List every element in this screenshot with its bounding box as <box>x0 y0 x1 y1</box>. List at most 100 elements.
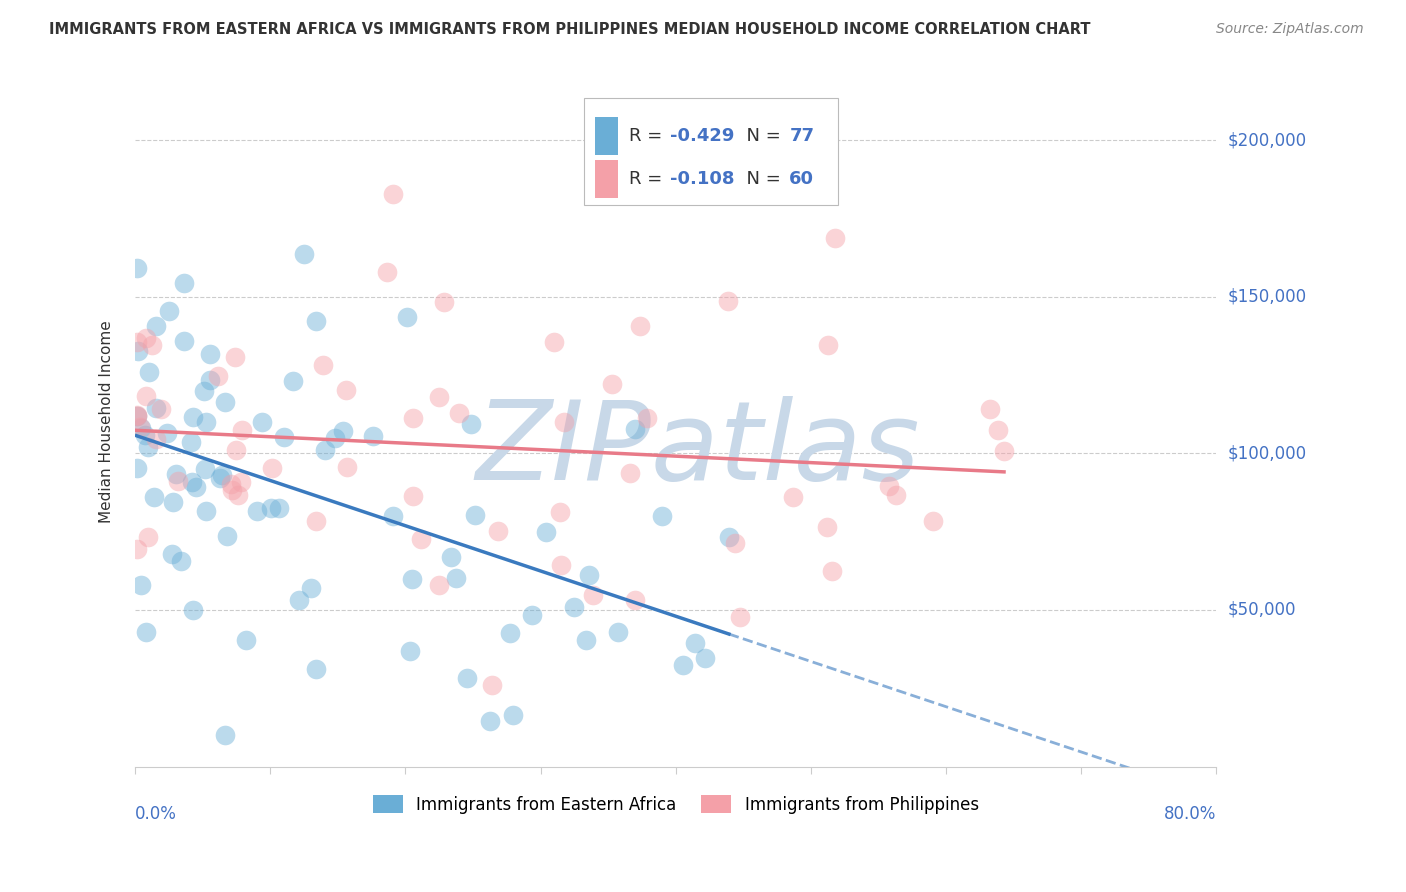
Point <box>129 419 152 434</box>
Point <box>173 276 195 290</box>
Point <box>578 568 600 582</box>
Point <box>181 603 204 617</box>
Text: 80.0%: 80.0% <box>1164 805 1216 823</box>
Point <box>821 564 844 578</box>
Point <box>165 467 187 481</box>
Point <box>730 609 752 624</box>
Point <box>145 432 167 446</box>
Point <box>323 431 346 445</box>
Point <box>402 411 425 425</box>
Point <box>143 490 166 504</box>
Point <box>194 415 217 429</box>
Y-axis label: Median Household Income: Median Household Income <box>100 320 114 524</box>
Point <box>169 554 191 568</box>
Point <box>543 334 565 349</box>
Point <box>479 714 502 728</box>
Point <box>186 480 208 494</box>
Text: $100,000: $100,000 <box>1227 444 1306 462</box>
Point <box>125 409 148 423</box>
Point <box>401 572 423 586</box>
Text: N =: N = <box>735 170 787 188</box>
Point <box>624 422 647 436</box>
Point <box>181 475 204 490</box>
Point <box>194 461 217 475</box>
Point <box>136 440 159 454</box>
Point <box>724 535 747 549</box>
Text: N =: N = <box>735 127 787 145</box>
Point <box>399 644 422 658</box>
Bar <box>595 161 619 198</box>
Point <box>219 477 242 491</box>
Point <box>246 504 269 518</box>
Point <box>193 384 215 399</box>
Point <box>125 334 148 349</box>
Point <box>693 651 716 665</box>
Point <box>522 608 544 623</box>
Text: $150,000: $150,000 <box>1227 288 1306 306</box>
Point <box>456 671 478 685</box>
Point <box>335 384 357 398</box>
Point <box>135 331 157 345</box>
Point <box>305 314 328 328</box>
Point <box>782 490 804 504</box>
Point <box>550 558 572 573</box>
Text: R =: R = <box>630 170 668 188</box>
Point <box>160 547 183 561</box>
Point <box>135 625 157 640</box>
Point <box>427 578 450 592</box>
Point <box>288 593 311 607</box>
Point <box>125 260 148 275</box>
Point <box>225 443 247 458</box>
Point <box>198 347 221 361</box>
Point <box>305 514 328 528</box>
Legend: Immigrants from Eastern Africa, Immigrants from Philippines: Immigrants from Eastern Africa, Immigran… <box>366 789 986 821</box>
Point <box>534 525 557 540</box>
Point <box>226 488 249 502</box>
Text: 0.0%: 0.0% <box>135 805 177 823</box>
Point <box>305 662 328 676</box>
Point <box>299 581 322 595</box>
Point <box>402 490 425 504</box>
Point <box>921 514 943 528</box>
Point <box>607 625 630 640</box>
Point <box>877 479 900 493</box>
Text: ZIPatlas: ZIPatlas <box>475 396 920 503</box>
Point <box>134 427 156 442</box>
Point <box>502 707 524 722</box>
Point <box>149 401 172 416</box>
Text: Source: ZipAtlas.com: Source: ZipAtlas.com <box>1216 22 1364 37</box>
Point <box>224 350 246 364</box>
Bar <box>595 117 619 155</box>
Point <box>125 408 148 422</box>
Point <box>440 550 463 565</box>
Point <box>141 338 163 352</box>
Point <box>250 415 273 429</box>
Point <box>979 402 1001 417</box>
Point <box>460 417 482 431</box>
Point <box>433 294 456 309</box>
Point <box>449 406 471 420</box>
Point <box>716 293 738 308</box>
Point <box>987 423 1010 437</box>
Point <box>273 430 295 444</box>
Text: $50,000: $50,000 <box>1227 601 1296 619</box>
Text: $200,000: $200,000 <box>1227 131 1306 149</box>
Point <box>267 500 290 515</box>
Point <box>145 319 167 334</box>
Point <box>231 423 253 437</box>
Point <box>636 410 658 425</box>
Point <box>672 658 695 673</box>
Point <box>145 401 167 415</box>
Point <box>444 571 467 585</box>
Text: -0.429: -0.429 <box>671 127 735 145</box>
Point <box>717 530 740 544</box>
Point <box>129 420 152 434</box>
Point <box>427 390 450 404</box>
Point <box>235 633 257 648</box>
Point <box>260 501 283 516</box>
Point <box>363 429 385 443</box>
Point <box>207 369 229 384</box>
Point <box>157 303 180 318</box>
Point <box>481 678 503 692</box>
Point <box>221 483 243 498</box>
